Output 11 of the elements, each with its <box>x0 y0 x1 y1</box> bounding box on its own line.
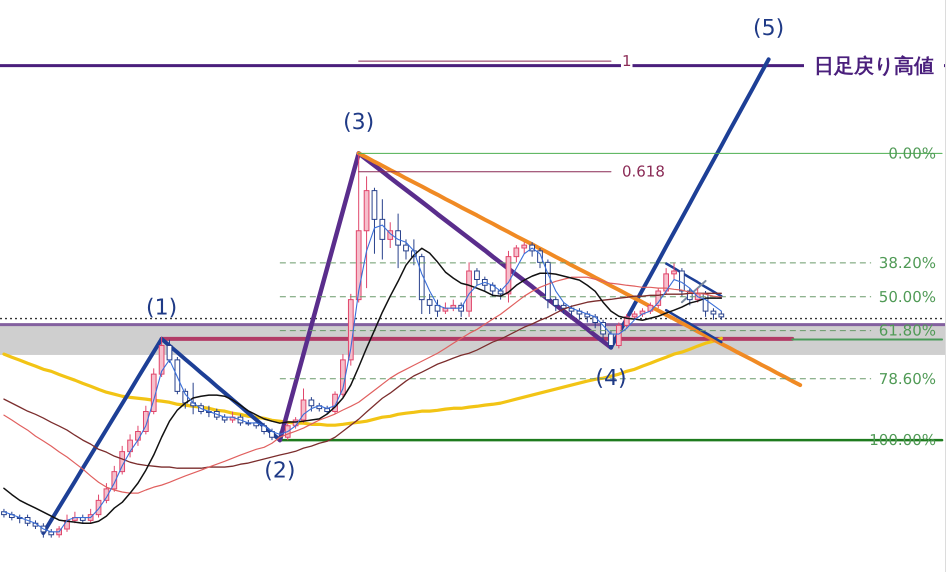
series-label: (5) <box>753 16 784 41</box>
series-label: (2) <box>264 458 296 484</box>
y-tick-label: 50.00% <box>878 288 936 306</box>
ref-line-label: 日足戻り高値 <box>814 54 934 78</box>
series-label: (1) <box>146 295 178 320</box>
series-label: 0.618 <box>622 162 665 181</box>
y-tick-label: 38.20% <box>878 254 936 272</box>
series-label: 1 <box>622 52 632 70</box>
series-label: (3) <box>343 110 374 135</box>
y-tick-label: 61.80% <box>878 322 936 340</box>
y-tick-label: 78.60% <box>878 370 936 388</box>
